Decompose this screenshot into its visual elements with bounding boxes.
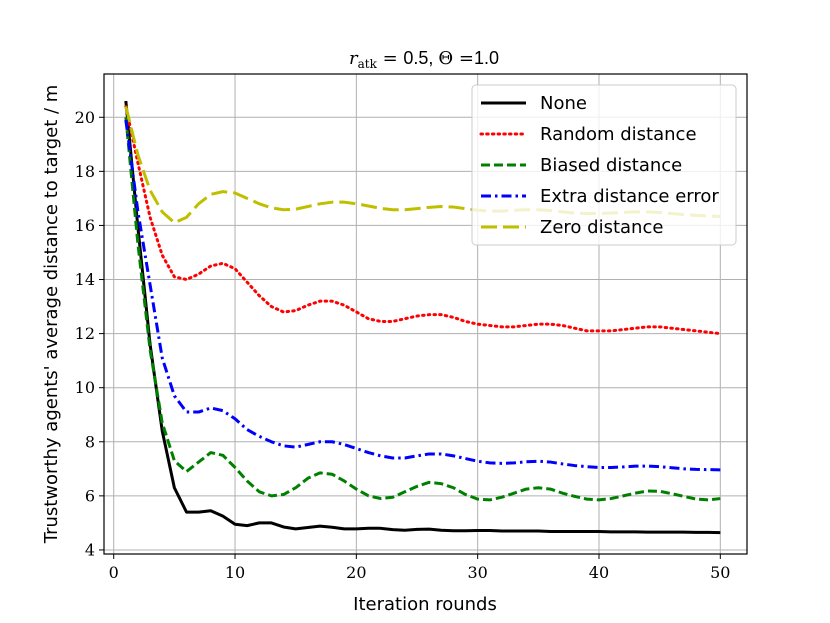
series-line-1: [124, 100, 721, 535]
y-tick-label: 10: [75, 378, 95, 397]
chart-title: ratk = 0.5, Θ =1.0: [349, 48, 499, 71]
x-tick-label: 0: [109, 563, 119, 582]
series-lines: [124, 100, 722, 535]
x-tick-label: 20: [346, 563, 366, 582]
x-tick-label: 30: [467, 563, 487, 582]
y-axis-label: Trustworthy agents' average distance to …: [41, 85, 62, 545]
x-tick-label: 50: [710, 563, 730, 582]
y-tick-label: 8: [85, 432, 95, 451]
x-tick-label: 10: [225, 563, 245, 582]
y-tick-label: 12: [75, 324, 95, 343]
series-line-2: [124, 104, 722, 336]
series-line-3: [124, 117, 721, 502]
legend-box: [471, 84, 737, 246]
ticks: 0 10 20 30 40 50 4 6 8 10 12 14 16 18 20: [75, 108, 731, 582]
series-line-5: [124, 106, 721, 225]
legend-label-1: None: [540, 93, 587, 114]
y-tick-label: 14: [75, 270, 95, 289]
legend-label-3: Biased distance: [540, 155, 682, 176]
legend-label-2: Random distance: [540, 124, 697, 145]
y-tick-label: 16: [75, 216, 95, 235]
plot-frame: [103, 73, 748, 555]
legend: None Random distance Biased distance Extra …: [471, 84, 737, 246]
y-tick-label: 18: [75, 162, 95, 181]
x-axis-label: Iteration rounds: [353, 594, 497, 615]
legend-label-5: Zero distance: [540, 217, 663, 238]
y-tick-label: 6: [85, 486, 95, 505]
x-tick-label: 40: [589, 563, 609, 582]
y-tick-label: 4: [85, 540, 95, 559]
legend-label-4: Extra distance error: [540, 186, 719, 207]
y-tick-label: 20: [75, 108, 95, 127]
